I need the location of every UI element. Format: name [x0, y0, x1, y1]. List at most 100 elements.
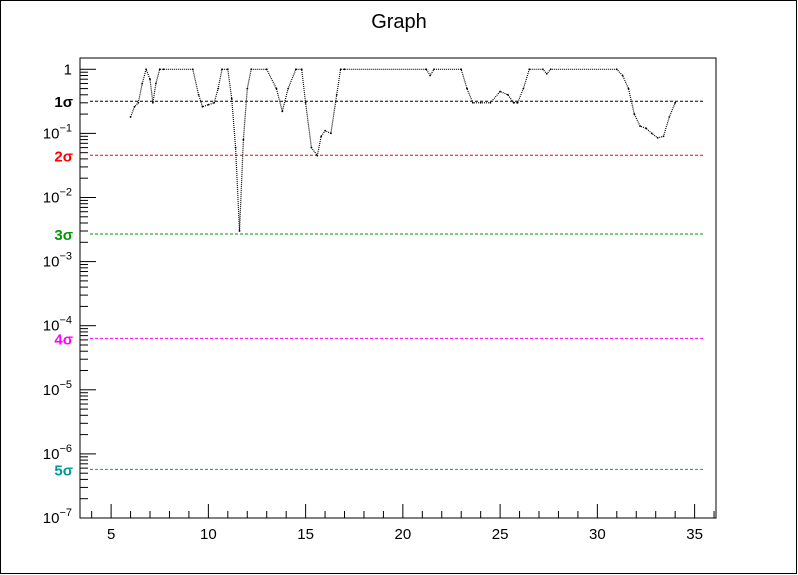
data-point: [250, 68, 253, 71]
data-point: [275, 87, 278, 90]
data-point: [141, 82, 144, 85]
data-point: [542, 68, 544, 71]
data-point: [213, 101, 216, 104]
data-point: [316, 154, 319, 157]
data-point: [433, 68, 435, 71]
data-point: [545, 72, 548, 75]
data-point: [674, 101, 677, 104]
x-tick-label: 35: [686, 526, 703, 543]
data-point: [633, 113, 636, 115]
data-point: [310, 146, 313, 149]
data-point: [479, 101, 482, 104]
sigma-label-2: 2σ: [54, 148, 73, 165]
sigma-lines: 1σ 2σ 3σ 4σ 5σ: [54, 94, 703, 479]
data-point: [201, 105, 204, 108]
series-layer: [129, 68, 677, 232]
sigma-label-1: 1σ: [54, 94, 73, 111]
y-tick-label: 10−1: [43, 122, 72, 142]
data-point: [339, 68, 342, 71]
data-point: [549, 68, 552, 71]
data-point: [499, 90, 501, 93]
data-point: [330, 132, 332, 135]
y-tick-base: 10: [43, 125, 60, 142]
data-point: [265, 68, 268, 71]
y-tick-label: 10−7: [43, 507, 72, 527]
y-tick-label: 10−4: [43, 315, 72, 335]
y-tick-base: 10: [43, 382, 60, 399]
data-point: [133, 105, 136, 108]
y-tick-exponent: −5: [59, 379, 72, 391]
data-point: [343, 68, 346, 71]
x-tick-label: 20: [395, 526, 412, 543]
y-tick-label: 10−5: [43, 379, 72, 399]
x-tick-label: 5: [107, 526, 115, 543]
data-point: [650, 132, 653, 135]
data-point: [230, 97, 233, 100]
y-axis: 110−110−210−310−410−510−610−7: [43, 61, 96, 527]
data-point: [221, 68, 223, 71]
data-point: [668, 116, 671, 118]
data-point: [627, 87, 630, 90]
data-point: [137, 101, 140, 104]
data-point: [656, 137, 659, 139]
data-point: [158, 68, 161, 71]
x-tick-label: 30: [589, 526, 606, 543]
sigma-label-4: 4σ: [54, 331, 73, 348]
data-point: [207, 103, 210, 106]
data-point: [615, 68, 618, 71]
y-tick-exponent: −2: [59, 186, 72, 198]
y-tick-base: 1: [64, 61, 72, 78]
sigma-label-3: 3σ: [54, 227, 73, 244]
data-point: [645, 127, 647, 130]
y-tick-base: 10: [43, 318, 60, 335]
y-tick-exponent: −1: [59, 122, 72, 134]
data-point: [516, 101, 519, 104]
data-point: [155, 82, 157, 85]
data-point: [287, 87, 289, 90]
data-point: [489, 101, 492, 104]
data-point: [324, 129, 326, 132]
data-point: [472, 101, 474, 104]
data-point: [238, 230, 241, 232]
data-point: [246, 87, 249, 90]
y-tick-exponent: −7: [59, 507, 72, 519]
x-tick-label: 25: [492, 526, 509, 543]
data-point: [300, 68, 303, 71]
y-tick-exponent: −3: [59, 251, 72, 263]
data-point: [512, 101, 515, 104]
chart-title: Graph: [371, 11, 427, 33]
y-tick-base: 10: [43, 254, 60, 271]
data-point: [295, 68, 297, 71]
x-tick-label: 10: [200, 526, 217, 543]
data-point: [528, 68, 531, 71]
data-point: [191, 68, 194, 71]
y-tick-label: 10−3: [43, 251, 72, 271]
y-tick-base: 10: [43, 510, 60, 527]
sigma-label-5: 5σ: [54, 462, 73, 479]
x-tick-label: 15: [297, 526, 314, 543]
data-point: [242, 138, 245, 141]
plot-frame: [79, 57, 717, 519]
data-point: [152, 101, 154, 104]
data-point: [662, 135, 665, 138]
data-point: [281, 110, 284, 113]
data-point: [460, 68, 463, 71]
data-point: [335, 93, 338, 96]
data-point: [149, 78, 151, 81]
data-point: [129, 116, 132, 118]
y-tick-label: 1: [64, 61, 72, 78]
data-point: [320, 135, 323, 138]
data-point: [234, 146, 237, 149]
data-point: [466, 87, 468, 90]
y-tick-base: 10: [43, 189, 60, 206]
data-point: [226, 68, 229, 71]
y-tick-label: 10−6: [43, 443, 72, 463]
data-point: [425, 68, 428, 71]
data-point: [522, 87, 525, 90]
y-tick-exponent: −4: [59, 315, 72, 327]
y-tick-label: 10−2: [43, 186, 72, 206]
data-point: [304, 101, 307, 104]
y-tick-exponent: −6: [59, 443, 72, 455]
